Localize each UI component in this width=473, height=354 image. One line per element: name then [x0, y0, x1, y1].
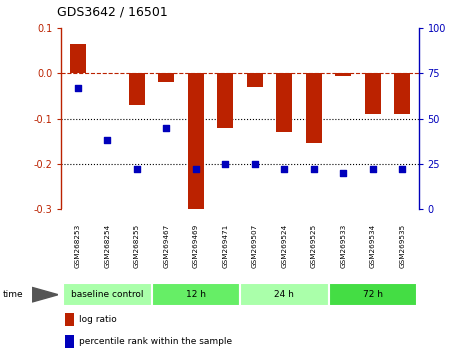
Point [310, 166, 317, 172]
Bar [394, 74, 411, 114]
Text: GSM269525: GSM269525 [311, 224, 317, 268]
Text: GSM268255: GSM268255 [134, 224, 140, 268]
Text: percentile rank within the sample: percentile rank within the sample [79, 337, 232, 346]
Bar [247, 74, 263, 87]
Text: time: time [2, 290, 23, 299]
Point [280, 166, 288, 172]
Text: 72 h: 72 h [363, 290, 383, 299]
Text: GSM269507: GSM269507 [252, 224, 258, 268]
Text: GSM268254: GSM268254 [104, 224, 110, 268]
Point [192, 166, 200, 172]
Text: GSM269524: GSM269524 [281, 224, 287, 268]
Point [74, 85, 81, 91]
Text: GSM269471: GSM269471 [222, 224, 228, 268]
Bar [329, 283, 417, 306]
Bar [240, 283, 329, 306]
Bar [63, 283, 151, 306]
Bar [129, 74, 145, 105]
Text: GSM269533: GSM269533 [341, 224, 346, 268]
Point [163, 125, 170, 131]
Text: GSM269534: GSM269534 [370, 224, 376, 268]
Bar [276, 74, 292, 132]
Bar [158, 74, 175, 82]
Text: baseline control: baseline control [71, 290, 143, 299]
Bar [306, 74, 322, 143]
Point [399, 166, 406, 172]
Text: GDS3642 / 16501: GDS3642 / 16501 [57, 6, 167, 19]
Text: GSM268253: GSM268253 [75, 224, 81, 268]
Point [104, 137, 111, 143]
Polygon shape [32, 287, 58, 302]
Bar [217, 74, 233, 128]
Point [251, 161, 259, 167]
Text: GSM269469: GSM269469 [193, 224, 199, 268]
Text: 24 h: 24 h [274, 290, 294, 299]
Bar [65, 313, 74, 326]
Bar [335, 74, 351, 76]
Bar [70, 44, 86, 74]
Bar [188, 74, 204, 211]
Point [340, 170, 347, 176]
Bar [65, 335, 74, 348]
Text: log ratio: log ratio [79, 315, 117, 324]
Text: GSM269467: GSM269467 [163, 224, 169, 268]
Point [133, 166, 140, 172]
Point [221, 161, 229, 167]
Text: GSM269535: GSM269535 [399, 224, 405, 268]
Bar [151, 283, 240, 306]
Point [369, 166, 377, 172]
Text: 12 h: 12 h [186, 290, 206, 299]
Bar [365, 74, 381, 114]
